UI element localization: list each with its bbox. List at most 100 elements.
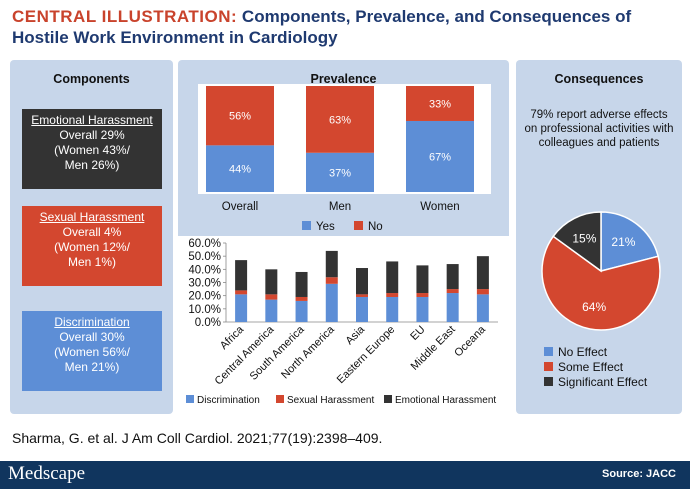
legend-swatch bbox=[544, 377, 553, 386]
region-bar bbox=[325, 277, 338, 284]
legend-label-no: No bbox=[368, 221, 383, 233]
component-women: (Women 12%/ bbox=[54, 240, 130, 254]
consequences-title: Consequences bbox=[554, 72, 644, 86]
discrimination-box: Discrimination Overall 30% (Women 56%/ M… bbox=[22, 311, 162, 391]
region-bar bbox=[295, 271, 308, 297]
legend-swatch bbox=[276, 395, 284, 403]
pie-label: 15% bbox=[572, 231, 596, 245]
medscape-logo: Medscape bbox=[8, 463, 86, 484]
figure-title: CENTRAL ILLUSTRATION: Components, Preval… bbox=[12, 6, 684, 48]
data-label: 67% bbox=[429, 151, 451, 163]
region-bar bbox=[235, 290, 248, 295]
region-bar bbox=[356, 296, 368, 322]
region-bar bbox=[356, 268, 368, 295]
data-label: 63% bbox=[329, 114, 351, 126]
pie-slice-some-effect bbox=[541, 235, 661, 331]
y-tick-label: 50.0% bbox=[188, 251, 221, 263]
y-tick-label: 40.0% bbox=[188, 264, 221, 276]
pie-slice-no-effect bbox=[600, 211, 660, 272]
component-men: Men 26%) bbox=[64, 158, 120, 172]
legend-label: No Effect bbox=[558, 345, 608, 359]
title-keyword: CENTRAL ILLUSTRATION: bbox=[12, 7, 238, 26]
region-bar bbox=[446, 289, 459, 294]
component-men: Men 21%) bbox=[64, 360, 120, 374]
component-overall: Overall 4% bbox=[62, 225, 122, 239]
region-bar bbox=[476, 289, 489, 295]
legend-swatch bbox=[544, 347, 553, 356]
prevalence-charts: 44% 56% Overall 37% 63% Men 67% 33% Women Yes No 0.… bbox=[178, 84, 509, 414]
y-tick-label: 10.0% bbox=[188, 304, 221, 316]
data-label: 37% bbox=[329, 167, 351, 179]
region-bar bbox=[235, 260, 248, 291]
data-label: 44% bbox=[229, 164, 251, 176]
bar-no-overall bbox=[206, 86, 274, 146]
regional-chart-bg bbox=[178, 236, 509, 414]
component-name: Sexual Harassment bbox=[39, 210, 145, 224]
category-label: Men bbox=[329, 201, 351, 213]
region-bar bbox=[265, 299, 278, 322]
legend-swatch bbox=[544, 362, 553, 371]
region-bar bbox=[416, 265, 429, 294]
prevalence-panel: Prevalence 44% 56% Overall 37% 63% Men 67% 33% W… bbox=[178, 60, 509, 414]
legend-label-yes: Yes bbox=[316, 221, 335, 233]
legend-swatch bbox=[384, 395, 392, 403]
y-tick-label: 60.0% bbox=[188, 238, 221, 250]
component-women: (Women 56%/ bbox=[54, 345, 130, 359]
legend-swatch bbox=[186, 395, 194, 403]
legend-label: Sexual Harassment bbox=[287, 395, 374, 406]
footer-bar: Medscape Source: JACC bbox=[0, 461, 690, 489]
data-label: 33% bbox=[429, 98, 451, 110]
legend-label: Emotional Harassment bbox=[395, 395, 496, 406]
legend-label: Significant Effect bbox=[558, 375, 648, 389]
region-bar bbox=[265, 269, 278, 295]
citation: Sharma, G. et al. J Am Coll Cardiol. 202… bbox=[12, 430, 383, 446]
data-label: 56% bbox=[229, 111, 251, 123]
region-bar bbox=[416, 293, 429, 297]
category-label: Overall bbox=[222, 201, 258, 213]
y-tick-label: 20.0% bbox=[188, 291, 221, 303]
legend-label: Discrimination bbox=[197, 395, 260, 406]
component-men: Men 1%) bbox=[67, 255, 117, 269]
region-bar bbox=[446, 293, 459, 322]
y-tick-label: 30.0% bbox=[188, 278, 221, 290]
sexual-harassment-box: Sexual Harassment Overall 4% (Women 12%/… bbox=[22, 206, 162, 286]
region-bar bbox=[295, 300, 308, 322]
region-bar bbox=[416, 296, 429, 322]
bar-no-men bbox=[306, 86, 374, 153]
region-bar bbox=[325, 250, 338, 278]
region-bar bbox=[386, 293, 399, 297]
y-tick-label: 0.0% bbox=[195, 317, 221, 329]
component-women: (Women 43%/ bbox=[54, 143, 130, 157]
consequences-panel: Consequences 79% report adverse effects … bbox=[516, 60, 682, 414]
consequences-summary: 79% report adverse effects on profession… bbox=[524, 109, 674, 149]
category-label: Women bbox=[420, 201, 459, 213]
region-bar bbox=[325, 283, 338, 322]
region-bar bbox=[476, 256, 489, 290]
pie-label: 21% bbox=[611, 235, 635, 249]
region-bar bbox=[386, 296, 399, 322]
pie-label: 64% bbox=[582, 300, 606, 314]
component-name: Emotional Harassment bbox=[31, 113, 153, 127]
prevalence-title: Prevalence bbox=[310, 72, 377, 86]
region-bar bbox=[386, 261, 399, 294]
legend-label: Some Effect bbox=[558, 360, 624, 374]
component-name: Discrimination bbox=[54, 315, 130, 329]
region-bar bbox=[476, 294, 489, 322]
bar-yes-overall bbox=[206, 145, 274, 192]
source-label: Source: JACC bbox=[602, 468, 676, 480]
components-title: Components bbox=[53, 72, 130, 86]
legend-swatch-yes bbox=[302, 221, 311, 230]
region-bar bbox=[446, 264, 459, 290]
bar-yes-men bbox=[306, 152, 374, 192]
pie-slice-significant-effect bbox=[552, 211, 602, 273]
component-overall: Overall 30% bbox=[59, 330, 125, 344]
components-panel: Components Emotional Harassment Overall … bbox=[10, 60, 173, 414]
emotional-harassment-box: Emotional Harassment Overall 29% (Women … bbox=[22, 109, 162, 189]
bar-yes-women bbox=[406, 120, 474, 192]
region-bar bbox=[235, 294, 248, 322]
region-bar bbox=[265, 294, 278, 300]
bar-no-women bbox=[406, 86, 474, 121]
region-bar bbox=[356, 294, 368, 297]
region-bar bbox=[295, 296, 308, 301]
